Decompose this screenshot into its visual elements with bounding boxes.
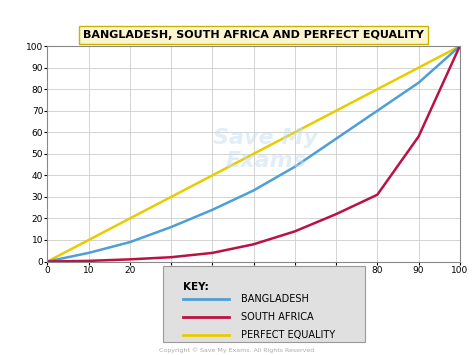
X-axis label: CUM. % OF POPULATION: CUM. % OF POPULATION (182, 279, 325, 289)
Title: BANGLADESH, SOUTH AFRICA AND PERFECT EQUALITY: BANGLADESH, SOUTH AFRICA AND PERFECT EQU… (83, 30, 424, 40)
Text: KEY:: KEY: (183, 282, 209, 292)
Text: BANGLADESH: BANGLADESH (241, 294, 309, 304)
Text: SOUTH AFRICA: SOUTH AFRICA (241, 312, 314, 322)
Text: Copyright © Save My Exams. All Rights Reserved: Copyright © Save My Exams. All Rights Re… (159, 348, 315, 353)
FancyBboxPatch shape (163, 266, 365, 342)
Text: Save My
Exams: Save My Exams (213, 128, 319, 171)
Text: PERFECT EQUALITY: PERFECT EQUALITY (241, 330, 335, 340)
